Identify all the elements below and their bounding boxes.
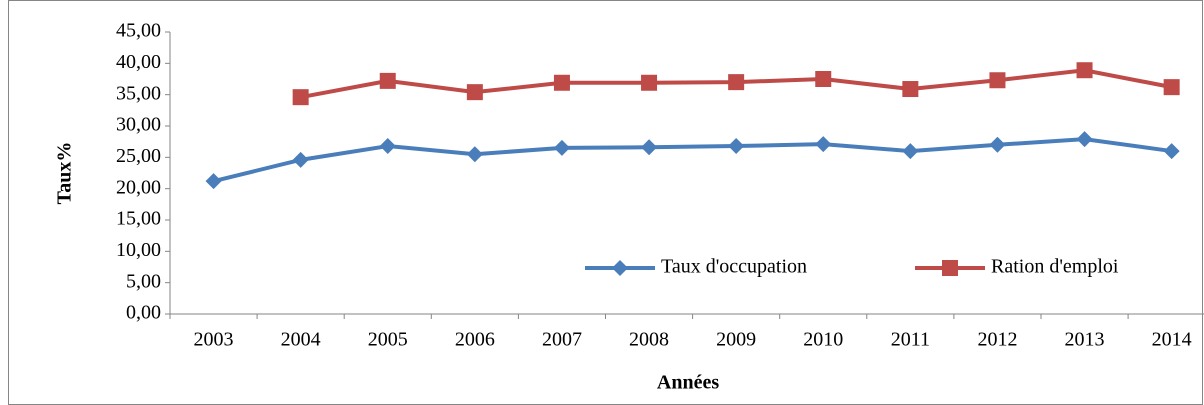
y-tick-label: 40,00 xyxy=(116,51,161,73)
x-tick-label: 2005 xyxy=(368,329,408,351)
legend-label: Taux d'occupation xyxy=(661,256,807,278)
y-tick-label: 35,00 xyxy=(116,82,161,104)
y-tick-label: 45,00 xyxy=(116,20,161,42)
data-point xyxy=(553,74,570,91)
x-tick-label: 2006 xyxy=(455,329,495,351)
data-point xyxy=(379,138,396,155)
data-point xyxy=(902,143,919,160)
series-line xyxy=(213,137,1172,184)
y-tick-label: 10,00 xyxy=(116,239,161,261)
data-point xyxy=(989,72,1006,89)
data-point xyxy=(815,71,832,87)
x-tick-label: 2014 xyxy=(1152,329,1192,351)
x-tick-label: 2011 xyxy=(891,329,930,351)
data-point xyxy=(1076,62,1093,79)
data-point xyxy=(641,139,658,156)
data-point xyxy=(728,138,745,155)
data-point xyxy=(205,173,222,190)
y-tick-label: 25,00 xyxy=(116,145,161,167)
x-tick-label: 2007 xyxy=(542,329,582,351)
x-axis-label: Années xyxy=(657,372,719,394)
y-tick-label: 15,00 xyxy=(116,208,161,230)
data-point xyxy=(1163,143,1180,160)
y-tick-label: 0,00 xyxy=(126,302,161,324)
data-point xyxy=(728,74,745,91)
y-tick-label: 30,00 xyxy=(116,114,161,136)
x-tick-label: 2003 xyxy=(194,329,234,351)
data-point xyxy=(292,89,309,106)
chart-frame xyxy=(8,0,1203,405)
data-point xyxy=(379,72,396,89)
data-point xyxy=(292,151,309,168)
legend-label: Ration d'emploi xyxy=(991,256,1119,278)
x-tick-label: 2013 xyxy=(1065,329,1105,351)
legend-marker xyxy=(942,260,958,276)
data-point xyxy=(466,84,483,101)
data-point xyxy=(989,136,1006,153)
legend-marker xyxy=(612,260,628,276)
x-tick-label: 2010 xyxy=(803,329,843,351)
data-point xyxy=(815,136,832,153)
x-tick-label: 2012 xyxy=(977,329,1017,351)
data-point xyxy=(1163,79,1180,96)
data-point xyxy=(466,146,483,163)
y-tick-label: 5,00 xyxy=(126,270,161,292)
data-point xyxy=(641,74,658,91)
data-point xyxy=(902,81,919,98)
y-axis-label: Taux% xyxy=(54,142,76,205)
data-point xyxy=(1076,131,1093,148)
x-tick-label: 2008 xyxy=(629,329,669,351)
x-tick-label: 2009 xyxy=(716,329,756,351)
data-point xyxy=(553,139,570,156)
y-tick-label: 20,00 xyxy=(116,176,161,198)
x-tick-label: 2004 xyxy=(281,329,321,351)
